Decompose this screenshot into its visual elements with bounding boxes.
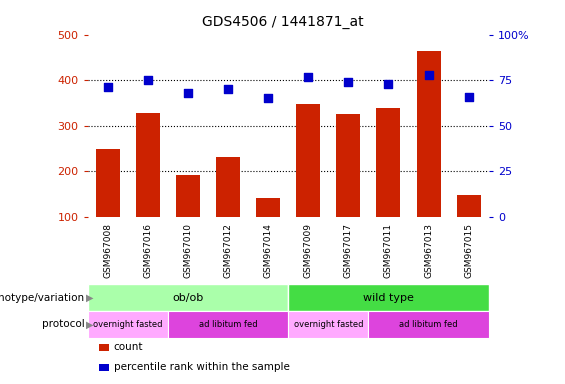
Text: GSM967016: GSM967016 [144, 223, 152, 278]
Text: ob/ob: ob/ob [172, 293, 203, 303]
Text: overnight fasted: overnight fasted [293, 320, 363, 329]
Bar [416, 51, 441, 217]
Bar [336, 114, 360, 217]
Point [424, 72, 433, 78]
Bar [368, 311, 489, 338]
Bar [88, 284, 288, 311]
Point [103, 84, 112, 91]
Point [344, 79, 353, 85]
Bar [296, 104, 320, 217]
Text: GSM967012: GSM967012 [224, 223, 232, 278]
Point [184, 90, 193, 96]
Text: GSM967017: GSM967017 [344, 223, 353, 278]
Point [304, 73, 313, 79]
Text: genotype/variation: genotype/variation [0, 293, 85, 303]
Bar [256, 198, 280, 217]
Bar [168, 311, 288, 338]
Point [264, 95, 273, 101]
Text: GSM967011: GSM967011 [384, 223, 393, 278]
Point [384, 81, 393, 87]
Point [464, 94, 473, 100]
Text: GSM967008: GSM967008 [103, 223, 112, 278]
Bar [176, 175, 200, 217]
Text: GSM967013: GSM967013 [424, 223, 433, 278]
Text: GSM967009: GSM967009 [304, 223, 312, 278]
Text: GSM967015: GSM967015 [464, 223, 473, 278]
Point [224, 86, 233, 93]
Bar [376, 108, 401, 217]
Bar [136, 113, 160, 217]
Bar [216, 157, 240, 217]
Text: percentile rank within the sample: percentile rank within the sample [114, 362, 289, 372]
Text: ▶: ▶ [86, 293, 94, 303]
Bar [95, 149, 120, 217]
Bar [288, 284, 489, 311]
Text: ad libitum fed: ad libitum fed [199, 320, 257, 329]
Bar [88, 311, 168, 338]
Bar [457, 195, 481, 217]
Text: GSM967014: GSM967014 [264, 223, 272, 278]
Text: wild type: wild type [363, 293, 414, 303]
Bar [288, 311, 368, 338]
Text: overnight fasted: overnight fasted [93, 320, 163, 329]
Text: ▶: ▶ [86, 319, 94, 329]
Text: protocol: protocol [42, 319, 85, 329]
Text: GDS4506 / 1441871_at: GDS4506 / 1441871_at [202, 15, 363, 29]
Text: ad libitum fed: ad libitum fed [399, 320, 458, 329]
Text: GSM967010: GSM967010 [184, 223, 192, 278]
Text: count: count [114, 342, 143, 352]
Point [144, 77, 153, 83]
